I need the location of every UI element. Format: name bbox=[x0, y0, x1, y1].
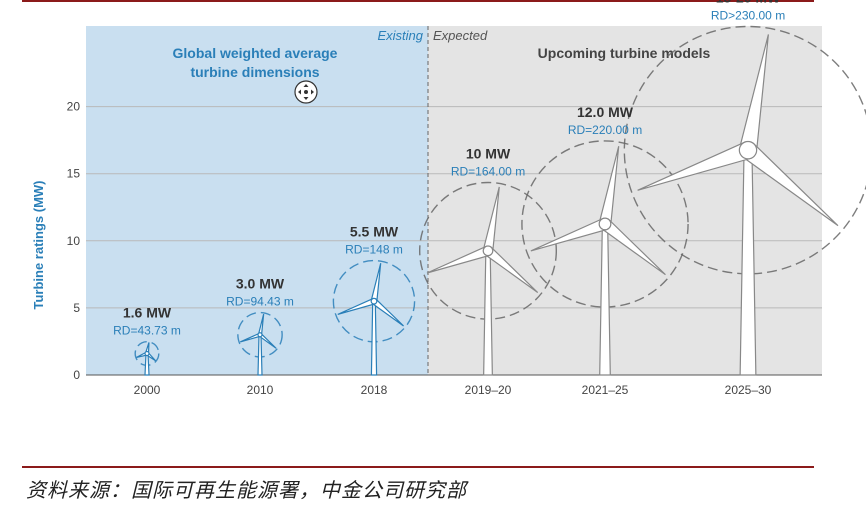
mw-label: 12.0 MW bbox=[577, 104, 634, 120]
mw-label: 15-20 MW bbox=[716, 0, 781, 5]
rd-label: RD=94.43 m bbox=[226, 295, 294, 309]
x-tick-label: 2010 bbox=[247, 383, 274, 397]
rd-label: RD=43.73 m bbox=[113, 324, 181, 338]
existing-title-line-2: turbine dimensions bbox=[190, 64, 319, 80]
rd-label: RD=164.00 m bbox=[451, 164, 525, 178]
x-tick-labels: 2000 2010 2018 2019–20 2021–25 2025–30 bbox=[134, 383, 772, 397]
y-axis-title: Turbine ratings (MW) bbox=[31, 180, 46, 309]
source-note: 资料来源：国际可再生能源署，中金公司研究部 bbox=[26, 478, 467, 502]
turbine-mark bbox=[623, 25, 866, 376]
bottom-rule bbox=[22, 466, 814, 468]
gridlines bbox=[86, 106, 822, 309]
top-rule bbox=[22, 0, 814, 2]
x-tick-label: 2019–20 bbox=[465, 383, 512, 397]
mw-label: 1.6 MW bbox=[123, 305, 172, 321]
turbine-chart: Existing Expected Global weighted averag… bbox=[31, 0, 866, 397]
existing-region bbox=[86, 26, 428, 375]
y-tick-label: 20 bbox=[67, 100, 81, 114]
x-tick-label: 2021–25 bbox=[582, 383, 629, 397]
expected-label: Expected bbox=[433, 28, 488, 43]
mw-label: 5.5 MW bbox=[350, 224, 399, 240]
turbine-marks bbox=[134, 25, 866, 376]
y-tick-labels: 0 5 10 15 20 bbox=[67, 100, 81, 382]
turbine-mark bbox=[237, 311, 283, 376]
value-labels: 1.6 MW RD=43.73 m 3.0 MW RD=94.43 m 5.5 MW RD… bbox=[113, 0, 785, 338]
x-tick-label: 2025–30 bbox=[725, 383, 772, 397]
expected-title: Upcoming turbine models bbox=[538, 45, 711, 61]
turbine-mark bbox=[332, 259, 416, 376]
rd-label: RD>230.00 m bbox=[711, 8, 785, 22]
existing-label: Existing bbox=[377, 28, 423, 43]
turbine-mark bbox=[521, 140, 689, 376]
mw-label: 10 MW bbox=[466, 145, 511, 161]
x-tick-label: 2000 bbox=[134, 383, 161, 397]
move-cursor-icon bbox=[294, 80, 318, 104]
y-tick-label: 5 bbox=[73, 301, 80, 315]
rd-label: RD=220.00 m bbox=[568, 123, 642, 137]
y-tick-label: 0 bbox=[73, 368, 80, 382]
x-tick-label: 2018 bbox=[361, 383, 388, 397]
mw-label: 3.0 MW bbox=[236, 276, 285, 292]
y-tick-label: 10 bbox=[67, 234, 81, 248]
rd-label: RD=148 m bbox=[345, 243, 403, 257]
turbine-mark bbox=[418, 181, 558, 376]
y-tick-label: 15 bbox=[67, 167, 81, 181]
turbine-mark bbox=[134, 341, 160, 376]
existing-title-line-1: Global weighted average bbox=[173, 45, 338, 61]
